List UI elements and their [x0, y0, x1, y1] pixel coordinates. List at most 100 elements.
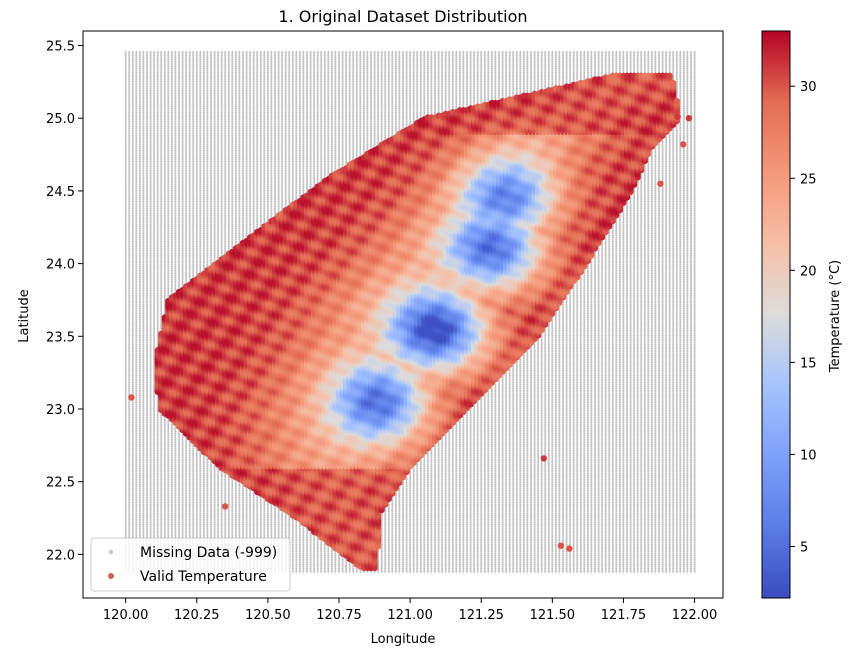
missing-point	[128, 465, 130, 467]
missing-point	[146, 387, 148, 389]
missing-point	[132, 427, 134, 429]
missing-point	[150, 258, 152, 260]
missing-point	[150, 109, 152, 111]
missing-point	[128, 438, 130, 440]
missing-point	[142, 469, 144, 471]
missing-point	[153, 75, 155, 77]
missing-point	[150, 260, 152, 262]
missing-point	[153, 209, 155, 211]
missing-point	[142, 302, 144, 304]
missing-point	[135, 258, 137, 260]
missing-point	[135, 376, 137, 378]
missing-point	[153, 316, 155, 318]
missing-point	[153, 164, 155, 166]
missing-point	[132, 202, 134, 204]
missing-point	[150, 356, 152, 358]
missing-point	[146, 226, 148, 228]
missing-point	[142, 458, 144, 460]
missing-point	[139, 84, 141, 86]
missing-point	[150, 111, 152, 113]
missing-point	[125, 93, 127, 95]
missing-point	[135, 75, 137, 77]
missing-point	[142, 505, 144, 507]
missing-point	[146, 436, 148, 438]
missing-point	[153, 346, 155, 348]
missing-point	[146, 191, 148, 193]
missing-point	[128, 340, 130, 342]
missing-point	[125, 340, 127, 342]
missing-point	[146, 335, 148, 337]
missing-point	[142, 124, 144, 126]
missing-point	[132, 182, 134, 184]
missing-point	[125, 217, 127, 219]
missing-point	[146, 429, 148, 431]
missing-point	[125, 413, 127, 415]
missing-point	[153, 395, 155, 397]
missing-point	[139, 386, 141, 388]
missing-point	[142, 475, 144, 477]
missing-point	[125, 155, 127, 157]
missing-point	[128, 327, 130, 329]
missing-point	[128, 533, 130, 535]
missing-point	[125, 231, 127, 233]
missing-point	[132, 480, 134, 482]
missing-point	[128, 160, 130, 162]
missing-point	[153, 180, 155, 182]
missing-point	[150, 351, 152, 353]
missing-point	[139, 226, 141, 228]
missing-point	[142, 380, 144, 382]
missing-point	[142, 442, 144, 444]
missing-point	[132, 493, 134, 495]
missing-point	[132, 137, 134, 139]
missing-point	[132, 306, 134, 308]
missing-point	[128, 318, 130, 320]
missing-point	[125, 106, 127, 108]
missing-point	[142, 280, 144, 282]
missing-point	[125, 62, 127, 64]
missing-point	[135, 406, 137, 408]
missing-point	[139, 284, 141, 286]
missing-point	[132, 213, 134, 215]
missing-point	[128, 529, 130, 531]
missing-point	[153, 398, 155, 400]
missing-point	[146, 375, 148, 377]
missing-point	[150, 449, 152, 451]
missing-point	[135, 482, 137, 484]
missing-point	[132, 149, 134, 151]
missing-point	[146, 117, 148, 119]
missing-point	[128, 502, 130, 504]
missing-point	[150, 313, 152, 315]
missing-point	[142, 84, 144, 86]
missing-point	[139, 211, 141, 213]
missing-point	[128, 366, 130, 368]
missing-point	[139, 227, 141, 229]
missing-point	[125, 429, 127, 431]
missing-point	[132, 366, 134, 368]
missing-point	[139, 55, 141, 57]
missing-point	[142, 340, 144, 342]
missing-point	[132, 515, 134, 517]
missing-point	[142, 236, 144, 238]
missing-point	[142, 384, 144, 386]
missing-point	[142, 278, 144, 280]
missing-point	[142, 122, 144, 124]
missing-point	[157, 276, 159, 278]
missing-point	[125, 235, 127, 237]
missing-point	[135, 387, 137, 389]
missing-point	[142, 344, 144, 346]
missing-point	[135, 456, 137, 458]
missing-point	[135, 122, 137, 124]
missing-point	[150, 485, 152, 487]
missing-point	[135, 249, 137, 251]
missing-point	[153, 144, 155, 146]
missing-point	[146, 316, 148, 318]
missing-point	[125, 57, 127, 59]
missing-point	[135, 360, 137, 362]
missing-point	[132, 309, 134, 311]
missing-point	[142, 418, 144, 420]
missing-point	[146, 193, 148, 195]
missing-point	[139, 529, 141, 531]
missing-point	[125, 124, 127, 126]
missing-point	[135, 64, 137, 66]
missing-point	[150, 516, 152, 518]
